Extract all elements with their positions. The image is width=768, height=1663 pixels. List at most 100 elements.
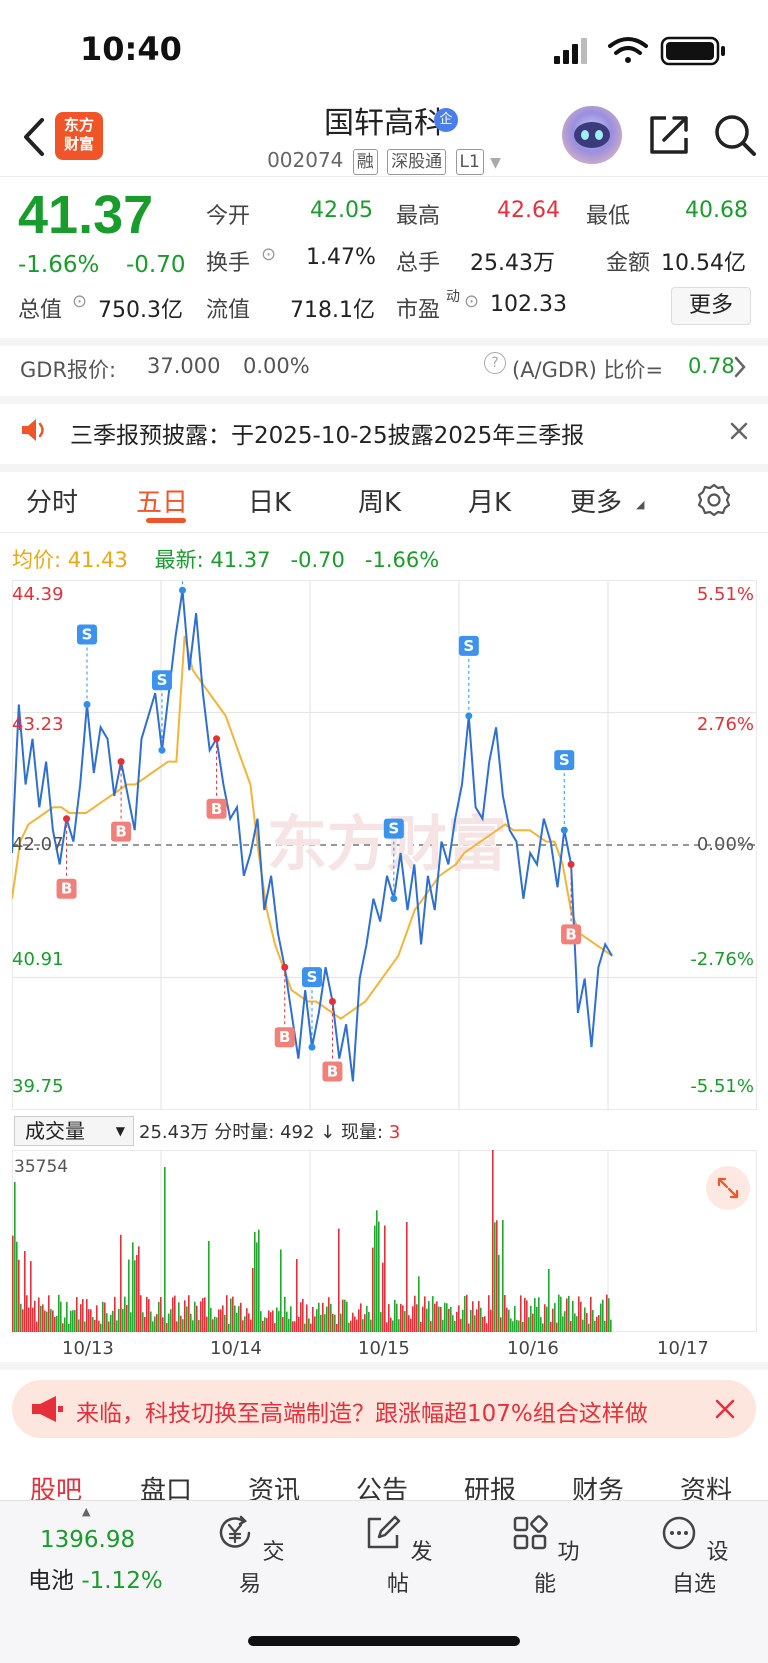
info-icon[interactable]: ⊙: [261, 244, 277, 265]
close-icon[interactable]: [728, 420, 750, 442]
svg-text:B: B: [115, 823, 126, 841]
volume-bar: [276, 1307, 278, 1332]
tab-finance[interactable]: 财务: [572, 1476, 625, 1502]
search-icon[interactable]: [712, 112, 758, 158]
info-icon[interactable]: ⊙: [72, 291, 88, 312]
functions-button[interactable]: 功能: [500, 1513, 590, 1598]
tab-announcements[interactable]: 公告: [356, 1476, 409, 1502]
volume-bar: [322, 1302, 324, 1332]
market-cap-label: 总值: [18, 298, 63, 323]
help-icon[interactable]: ?: [484, 352, 506, 374]
volume-bar: [112, 1310, 114, 1332]
tab-profile[interactable]: 资料: [680, 1476, 733, 1502]
volume-bar: [366, 1305, 368, 1332]
volume-bar: [268, 1310, 270, 1332]
tab-weekly-k[interactable]: 周K: [358, 488, 402, 518]
volume-bar: [176, 1321, 178, 1332]
tab-orderbook[interactable]: 盘口: [140, 1476, 193, 1502]
volume-bar: [436, 1301, 438, 1332]
tab-more[interactable]: 更多: [570, 488, 623, 518]
caret-down-icon[interactable]: ▼: [490, 155, 501, 171]
volume-bar: [244, 1316, 246, 1332]
volume-bar: [94, 1319, 96, 1332]
volume-bar: [154, 1316, 156, 1332]
y-tick-left-0: 44.39: [12, 584, 64, 605]
post-button[interactable]: 发帖: [353, 1513, 443, 1598]
volume-bar: [370, 1319, 372, 1332]
sector-index-row[interactable]: 电池 -1.12%: [28, 1561, 163, 1595]
volume-bar: [310, 1323, 312, 1332]
trade-button[interactable]: 交易: [205, 1513, 295, 1598]
volume-bar: [398, 1319, 400, 1332]
assistant-avatar[interactable]: [562, 106, 622, 164]
promo-banner[interactable]: 来临，科技切换至高端制造？跟涨幅超107%组合这样做: [12, 1380, 756, 1438]
volume-bar: [570, 1320, 572, 1332]
volume-bar: [422, 1306, 424, 1332]
current-volume-value: 3: [388, 1122, 401, 1143]
sector-index-value[interactable]: 1396.98: [40, 1527, 136, 1553]
tab-intraday[interactable]: 分时: [26, 488, 79, 518]
avg-price-label: 均价:: [12, 548, 62, 572]
volume-bar: [514, 1306, 516, 1332]
volume-bars: [12, 1150, 612, 1332]
svg-text:B: B: [327, 1062, 338, 1080]
notice-row[interactable]: 三季报预披露：于2025-10-25披露2025年三季报: [0, 400, 768, 462]
volume-bar: [384, 1225, 386, 1332]
volume-bar: [294, 1321, 296, 1332]
volume-bar: [468, 1323, 470, 1332]
tab-forum[interactable]: 股吧: [30, 1476, 83, 1502]
more-button[interactable]: 更多: [671, 287, 751, 325]
volume-bar: [300, 1302, 302, 1332]
volume-bar: [516, 1319, 518, 1332]
minute-volume-label: 分时量:: [214, 1122, 275, 1143]
volume-bar: [548, 1268, 550, 1332]
volume-bar: [110, 1314, 112, 1332]
volume-info: 25.43万 分时量: 492 ↓ 现量: 3: [139, 1118, 400, 1144]
volume-bar: [474, 1315, 476, 1332]
volume-bar: [14, 1182, 16, 1332]
high-value: 42.64: [497, 198, 560, 223]
volume-bar: [162, 1317, 164, 1332]
volume-bar: [368, 1311, 370, 1332]
price-chart[interactable]: 东方财富 BBBBBBSSSSSSS 44.39 43.23 42.07 40.…: [12, 580, 757, 1110]
close-icon[interactable]: [714, 1398, 736, 1420]
info-icon[interactable]: ⊙: [464, 291, 480, 312]
volume-bar: [460, 1318, 462, 1332]
volume-bar: [288, 1318, 290, 1332]
tab-daily-k[interactable]: 日K: [248, 488, 292, 518]
tab-five-day[interactable]: 五日: [136, 488, 189, 518]
volume-bar: [376, 1210, 378, 1332]
buy-marker: B: [274, 963, 295, 1048]
volume-bar: [180, 1315, 182, 1332]
share-icon[interactable]: [646, 112, 692, 158]
volume-bar: [482, 1317, 484, 1332]
volume-value: 25.43万: [470, 251, 555, 276]
settings-gear-icon[interactable]: [696, 482, 732, 518]
x-tick-3: 10/16: [507, 1338, 559, 1359]
volume-bar: [380, 1312, 382, 1332]
tab-monthly-k[interactable]: 月K: [468, 488, 512, 518]
volume-bar: [402, 1305, 404, 1332]
volume-bar: [484, 1316, 486, 1332]
volume-bar: [502, 1220, 504, 1332]
back-icon[interactable]: [14, 112, 54, 162]
app-logo[interactable]: 东方 财富: [55, 112, 103, 160]
volume-indicator-select[interactable]: 成交量 ▼: [14, 1116, 134, 1146]
volume-bar: [184, 1300, 186, 1332]
volume-bar: [358, 1309, 360, 1332]
svg-text:S: S: [307, 968, 318, 986]
volume-bar: [282, 1317, 284, 1332]
volume-bar: [230, 1298, 232, 1332]
volume-bar: [604, 1320, 606, 1332]
tab-research[interactable]: 研报: [464, 1476, 517, 1502]
volume-bar: [318, 1302, 320, 1332]
divider: [0, 1362, 768, 1370]
volume-bar: [344, 1299, 346, 1332]
volume-bar: [406, 1222, 408, 1332]
gdr-row[interactable]: GDR报价: 37.000 0.00% ? (A/GDR) 比价= 0.78: [0, 340, 768, 396]
tab-news[interactable]: 资讯: [248, 1476, 301, 1502]
add-watchlist-button[interactable]: 设自选: [649, 1513, 739, 1598]
volume-bar: [600, 1303, 602, 1332]
volume-chart[interactable]: 35754: [12, 1150, 757, 1332]
verify-badge: 企: [434, 108, 458, 132]
